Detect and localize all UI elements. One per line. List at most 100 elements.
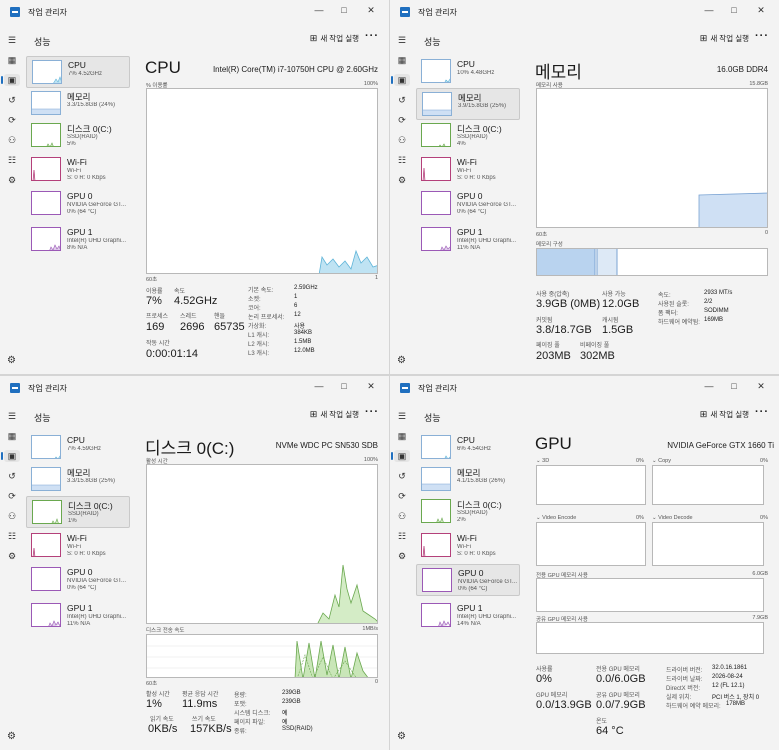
device-item-gpu1[interactable]: GPU 1 Intel(R) UHD Graphi... 14% N/A: [416, 600, 520, 632]
device-item-gpu0[interactable]: GPU 0 NVIDIA GeForce GT... 0% (64 °C): [416, 564, 520, 596]
details-icon[interactable]: ☷: [7, 155, 17, 165]
processes-icon[interactable]: ▦: [7, 55, 17, 65]
device-item-memory[interactable]: 메모리 3.3/15.8GB (25%): [26, 464, 130, 496]
cpu-model: Intel(R) Core(TM) i7-10750H CPU @ 2.60GH…: [212, 65, 378, 74]
spec-key: 폼 팩터:: [658, 311, 678, 317]
device-usage: 5%: [67, 141, 76, 147]
device-item-disk[interactable]: 디스크 0(C:) SSD(RAID) 4%: [416, 120, 520, 152]
memory-thumbnail-graph: [422, 92, 452, 116]
app-history-icon[interactable]: ↺: [398, 471, 406, 481]
users-icon[interactable]: ⚇: [397, 135, 407, 145]
device-item-cpu[interactable]: CPU 10% 4.48GHz: [416, 56, 520, 88]
gpu0-thumbnail-graph: [422, 568, 452, 592]
device-item-wifi[interactable]: Wi-Fi Wi-Fi S: 0 R: 0 Kbps: [416, 530, 520, 562]
uptime-label: 작동 시간: [146, 341, 170, 347]
processes-icon[interactable]: ▦: [397, 55, 407, 65]
processes-icon[interactable]: ▦: [397, 431, 407, 441]
new-task-button[interactable]: ⊞ 새 작업 실행: [309, 409, 359, 419]
cpu-detail-panel: CPU Intel(R) Core(TM) i7-10750H CPU @ 2.…: [142, 54, 382, 366]
more-options-button[interactable]: ···: [365, 30, 379, 42]
minimize-button[interactable]: —: [314, 5, 324, 15]
device-item-wifi[interactable]: Wi-Fi Wi-Fi S: 0 R: 0 Kbps: [416, 154, 520, 186]
services-icon[interactable]: ⚙: [7, 175, 17, 185]
new-task-button[interactable]: ⊞ 새 작업 실행: [309, 33, 359, 43]
device-item-gpu1[interactable]: GPU 1 Intel(R) UHD Graphi... 8% N/A: [26, 224, 130, 256]
disk-thumbnail-graph: [421, 499, 451, 523]
settings-gear-icon[interactable]: ⚙: [397, 731, 406, 742]
minimize-button[interactable]: —: [704, 5, 714, 15]
close-button[interactable]: ✕: [757, 5, 765, 15]
cpu-usage-graph: [146, 88, 378, 274]
close-button[interactable]: ✕: [367, 381, 375, 391]
users-icon[interactable]: ⚇: [7, 511, 17, 521]
settings-gear-icon[interactable]: ⚙: [7, 355, 16, 366]
close-button[interactable]: ✕: [367, 5, 375, 15]
startup-icon[interactable]: ⟳: [8, 115, 16, 125]
device-item-disk[interactable]: 디스크 0(C:) SSD(RAID) 1%: [26, 496, 130, 528]
startup-icon[interactable]: ⟳: [398, 491, 406, 501]
hamburger-icon[interactable]: ☰: [397, 35, 407, 45]
device-item-gpu1[interactable]: GPU 1 Intel(R) UHD Graphi... 11% N/A: [26, 600, 130, 632]
device-item-gpu0[interactable]: GPU 0 NVIDIA GeForce GT... 0% (64 °C): [26, 564, 130, 596]
performance-chart-icon[interactable]: ▣: [1, 74, 20, 86]
details-icon[interactable]: ☷: [397, 531, 407, 541]
app-history-icon[interactable]: ↺: [8, 95, 16, 105]
device-item-wifi[interactable]: Wi-Fi Wi-Fi S: 0 R: 0 Kbps: [26, 530, 130, 562]
performance-chart-icon[interactable]: ▣: [1, 450, 20, 462]
device-name: 메모리: [457, 468, 481, 478]
hamburger-icon[interactable]: ☰: [397, 411, 407, 421]
device-item-gpu0[interactable]: GPU 0 NVIDIA GeForce GT... 0% (64 °C): [26, 188, 130, 220]
more-options-button[interactable]: ···: [755, 30, 769, 42]
device-item-cpu[interactable]: CPU 6% 4.54GHz: [416, 432, 520, 464]
in-use-value: 3.9GB (0MB): [536, 298, 601, 310]
gpu1-thumbnail-graph: [421, 603, 451, 627]
spec-key: 하드웨어 예약 메모리:: [666, 704, 721, 710]
services-icon[interactable]: ⚙: [397, 175, 407, 185]
details-icon[interactable]: ☷: [7, 531, 17, 541]
device-item-cpu[interactable]: CPU 7% 4.59GHz: [26, 432, 130, 464]
startup-icon[interactable]: ⟳: [398, 115, 406, 125]
minimize-button[interactable]: —: [704, 381, 714, 391]
performance-chart-icon[interactable]: ▣: [391, 74, 410, 86]
more-options-button[interactable]: ···: [755, 406, 769, 418]
new-task-button[interactable]: ⊞ 새 작업 실행: [699, 33, 749, 43]
graph-label: 메모리 사용: [536, 83, 563, 89]
processes-icon[interactable]: ▦: [7, 431, 17, 441]
utilization-value: 0%: [536, 673, 552, 685]
device-item-gpu1[interactable]: GPU 1 Intel(R) UHD Graphi... 11% N/A: [416, 224, 520, 256]
write-speed-value: 157KB/s: [190, 723, 232, 735]
device-item-cpu[interactable]: CPU 7% 4.52GHz: [26, 56, 130, 88]
maximize-button[interactable]: □: [341, 5, 347, 15]
minimize-button[interactable]: —: [314, 381, 324, 391]
dedicated-gpu-memory-value: 0.0/6.0GB: [596, 673, 646, 685]
services-icon[interactable]: ⚙: [397, 551, 407, 561]
gpu-memory-label: GPU 메모리: [536, 693, 568, 699]
device-item-disk[interactable]: 디스크 0(C:) SSD(RAID) 2%: [416, 496, 520, 528]
close-button[interactable]: ✕: [757, 381, 765, 391]
performance-chart-icon[interactable]: ▣: [391, 450, 410, 462]
device-item-gpu0[interactable]: GPU 0 NVIDIA GeForce GT... 0% (64 °C): [416, 188, 520, 220]
gpu0-thumbnail-graph: [421, 191, 451, 215]
settings-gear-icon[interactable]: ⚙: [7, 731, 16, 742]
maximize-button[interactable]: □: [731, 5, 737, 15]
settings-gear-icon[interactable]: ⚙: [397, 355, 406, 366]
device-item-disk[interactable]: 디스크 0(C:) SSD(RAID) 5%: [26, 120, 130, 152]
device-item-wifi[interactable]: Wi-Fi Wi-Fi S: 0 R: 0 Kbps: [26, 154, 130, 186]
users-icon[interactable]: ⚇: [397, 511, 407, 521]
users-icon[interactable]: ⚇: [7, 135, 17, 145]
app-history-icon[interactable]: ↺: [398, 95, 406, 105]
details-icon[interactable]: ☷: [397, 155, 407, 165]
services-icon[interactable]: ⚙: [7, 551, 17, 561]
maximize-button[interactable]: □: [731, 381, 737, 391]
dedicated-gpu-memory-label: 전용 GPU 메모리: [596, 667, 640, 673]
new-task-button[interactable]: ⊞ 새 작업 실행: [699, 409, 749, 419]
hamburger-icon[interactable]: ☰: [7, 35, 17, 45]
startup-icon[interactable]: ⟳: [8, 491, 16, 501]
hamburger-icon[interactable]: ☰: [7, 411, 17, 421]
device-item-memory[interactable]: 메모리 3.9/15.8GB (25%): [416, 88, 520, 120]
device-item-memory[interactable]: 메모리 4.1/15.8GB (26%): [416, 464, 520, 496]
maximize-button[interactable]: □: [341, 381, 347, 391]
more-options-button[interactable]: ···: [365, 406, 379, 418]
app-history-icon[interactable]: ↺: [8, 471, 16, 481]
device-item-memory[interactable]: 메모리 3.3/15.8GB (24%): [26, 88, 130, 120]
